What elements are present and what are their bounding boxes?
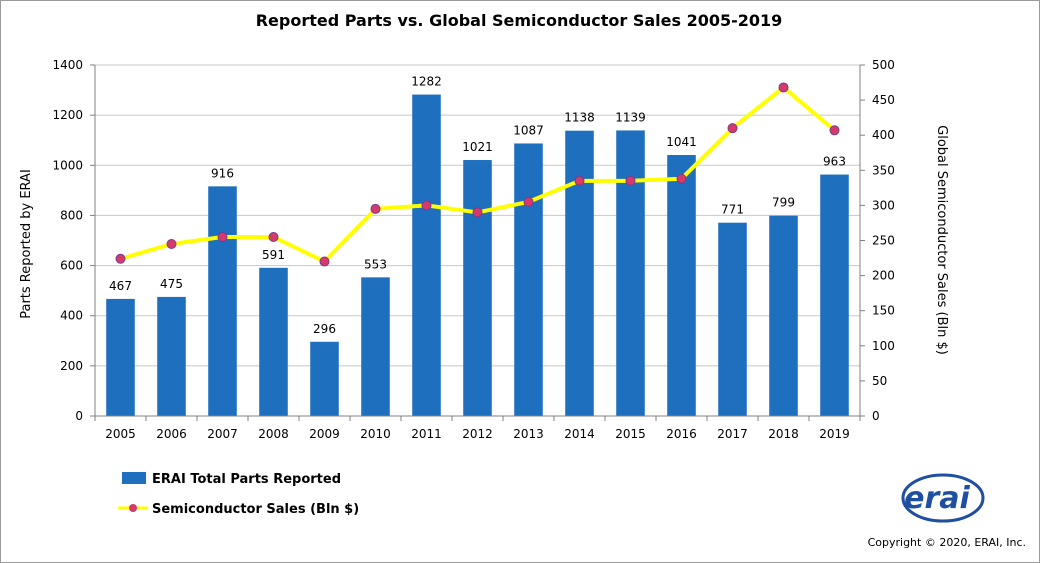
right-tick-label: 50 xyxy=(872,374,887,388)
bar-value-label: 553 xyxy=(364,257,387,271)
axes xyxy=(90,64,865,421)
right-tick-label: 350 xyxy=(872,163,895,177)
bar xyxy=(718,222,747,416)
right-tick-label: 450 xyxy=(872,93,895,107)
x-tick-label: 2006 xyxy=(156,427,187,441)
sales-point xyxy=(268,231,279,242)
logo-wordmark: erai xyxy=(904,481,970,516)
bar-value-label: 1139 xyxy=(615,110,646,124)
y-axis-label-left: Parts Reported by ERAI xyxy=(19,169,34,319)
copyright-text: Copyright © 2020, ERAI, Inc. xyxy=(868,536,1026,549)
legend-entry-bars: ERAI Total Parts Reported xyxy=(152,472,341,487)
left-tick-label: 200 xyxy=(60,359,83,373)
sales-point xyxy=(421,200,432,211)
bar-series xyxy=(106,94,849,417)
bar-value-label: 963 xyxy=(823,155,846,169)
sales-point xyxy=(778,82,789,93)
right-tick-label: 500 xyxy=(872,58,895,72)
right-tick-label: 150 xyxy=(872,304,895,318)
x-tick-label: 2010 xyxy=(360,427,391,441)
sales-point xyxy=(676,173,687,184)
bar-value-label: 591 xyxy=(262,248,285,262)
left-tick-label: 1200 xyxy=(52,108,83,122)
bar-value-label: 916 xyxy=(211,166,234,180)
x-tick-label: 2016 xyxy=(666,427,697,441)
sales-point xyxy=(115,253,126,264)
sales-point xyxy=(625,175,636,186)
left-tick-label: 1000 xyxy=(52,158,83,172)
bar-value-label: 799 xyxy=(772,196,795,210)
right-tick-label: 300 xyxy=(872,198,895,212)
left-tick-label: 600 xyxy=(60,259,83,273)
y-axis-label-right: Global Semiconductor Sales (Bln $) xyxy=(934,125,949,355)
bar xyxy=(412,94,441,416)
left-tick-label: 0 xyxy=(75,409,83,423)
bar xyxy=(157,296,186,416)
right-tick-label: 250 xyxy=(872,234,895,248)
sales-point xyxy=(472,207,483,218)
legend-marker-line xyxy=(129,504,137,512)
legend: ERAI Total Parts Reported Semiconductor … xyxy=(118,472,359,517)
right-tick-label: 400 xyxy=(872,128,895,142)
right-axis-ticks: 0 50 100 150 200 250 300 350 400 450 500 xyxy=(872,58,895,423)
sales-point xyxy=(574,175,585,186)
x-tick-label: 2012 xyxy=(462,427,493,441)
x-tick-label: 2014 xyxy=(564,427,595,441)
right-tick-label: 200 xyxy=(872,269,895,283)
bar-value-label: 771 xyxy=(721,203,744,217)
x-tick-label: 2019 xyxy=(819,427,850,441)
bar-value-label: 1041 xyxy=(666,135,697,149)
bar xyxy=(259,267,288,416)
sales-point xyxy=(319,256,330,267)
bar xyxy=(361,277,390,416)
right-tick-label: 100 xyxy=(872,339,895,353)
bar xyxy=(565,130,594,417)
x-tick-label: 2009 xyxy=(309,427,340,441)
chart-title: Reported Parts vs. Global Semiconductor … xyxy=(256,11,783,30)
left-tick-label: 400 xyxy=(60,309,83,323)
bar-value-label: 1282 xyxy=(411,75,442,89)
bar-value-label: 1138 xyxy=(564,111,595,125)
x-tick-label: 2011 xyxy=(411,427,442,441)
bar xyxy=(820,174,849,416)
bar xyxy=(769,215,798,416)
right-tick-label: 0 xyxy=(872,409,880,423)
sales-point xyxy=(727,123,738,134)
bar xyxy=(208,186,237,416)
bar-value-label: 296 xyxy=(313,322,336,336)
erai-logo: erai xyxy=(901,473,985,523)
line-series xyxy=(115,82,840,267)
bar-value-label: 475 xyxy=(160,277,183,291)
bar xyxy=(310,341,339,416)
x-tick-label: 2015 xyxy=(615,427,646,441)
legend-swatch-bars xyxy=(122,472,146,484)
bar xyxy=(616,130,645,416)
sales-point xyxy=(217,231,228,242)
bar-value-label: 1087 xyxy=(513,123,544,137)
x-axis-ticks: 2005 2006 2007 2008 2009 2010 2011 2012 2013 2014… xyxy=(105,427,850,441)
x-tick-label: 2017 xyxy=(717,427,748,441)
sales-point xyxy=(370,203,381,214)
bar-data-labels: 467 475 916 591 296 553 1282 1021 1087 1138 1139 10… xyxy=(109,75,846,336)
bar-value-label: 467 xyxy=(109,279,132,293)
logo-ring-icon xyxy=(901,473,985,523)
bar xyxy=(106,298,135,416)
x-tick-label: 2008 xyxy=(258,427,289,441)
bar xyxy=(514,143,543,416)
bar-value-label: 1021 xyxy=(462,140,493,154)
left-axis-ticks: 0 200 400 600 800 1000 1200 1400 xyxy=(52,58,83,423)
x-tick-label: 2005 xyxy=(105,427,136,441)
sales-point xyxy=(166,239,177,250)
left-tick-label: 800 xyxy=(60,208,83,222)
x-tick-label: 2013 xyxy=(513,427,544,441)
legend-entry-line: Semiconductor Sales (Bln $) xyxy=(152,502,359,517)
sales-point xyxy=(829,125,840,136)
sales-point xyxy=(523,196,534,207)
x-tick-label: 2007 xyxy=(207,427,238,441)
bar xyxy=(667,155,696,417)
bar xyxy=(463,160,492,416)
x-tick-label: 2018 xyxy=(768,427,799,441)
left-tick-label: 1400 xyxy=(52,58,83,72)
